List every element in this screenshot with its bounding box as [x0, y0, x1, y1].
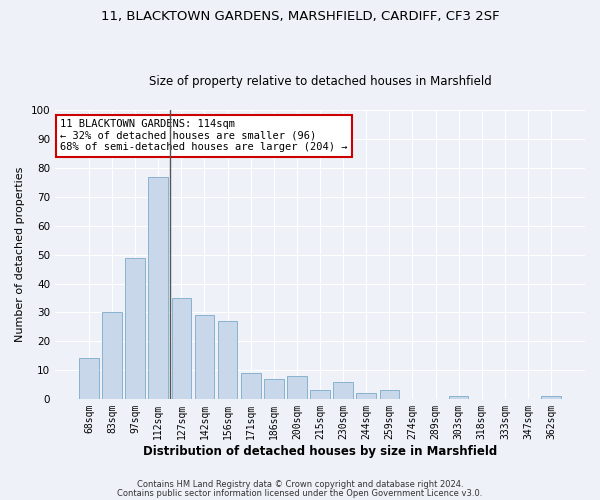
X-axis label: Distribution of detached houses by size in Marshfield: Distribution of detached houses by size …: [143, 444, 497, 458]
Y-axis label: Number of detached properties: Number of detached properties: [15, 167, 25, 342]
Bar: [241, 373, 260, 399]
Text: 11, BLACKTOWN GARDENS, MARSHFIELD, CARDIFF, CF3 2SF: 11, BLACKTOWN GARDENS, MARSHFIELD, CARDI…: [101, 10, 499, 23]
Bar: [194, 315, 214, 399]
Title: Size of property relative to detached houses in Marshfield: Size of property relative to detached ho…: [149, 76, 491, 88]
Bar: [102, 312, 122, 399]
Text: Contains public sector information licensed under the Open Government Licence v3: Contains public sector information licen…: [118, 490, 482, 498]
Bar: [334, 382, 353, 399]
Bar: [310, 390, 330, 399]
Bar: [218, 321, 238, 399]
Bar: [125, 258, 145, 399]
Bar: [356, 393, 376, 399]
Bar: [79, 358, 99, 399]
Bar: [172, 298, 191, 399]
Text: Contains HM Land Registry data © Crown copyright and database right 2024.: Contains HM Land Registry data © Crown c…: [137, 480, 463, 489]
Bar: [380, 390, 399, 399]
Bar: [541, 396, 561, 399]
Bar: [264, 378, 284, 399]
Text: 11 BLACKTOWN GARDENS: 114sqm
← 32% of detached houses are smaller (96)
68% of se: 11 BLACKTOWN GARDENS: 114sqm ← 32% of de…: [61, 119, 348, 152]
Bar: [287, 376, 307, 399]
Bar: [449, 396, 469, 399]
Bar: [148, 177, 168, 399]
